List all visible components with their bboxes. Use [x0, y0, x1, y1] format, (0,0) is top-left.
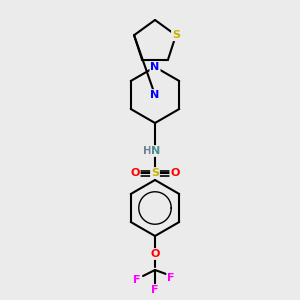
Text: S: S	[151, 168, 159, 178]
Text: N: N	[152, 146, 160, 156]
Text: N: N	[150, 62, 160, 72]
Text: O: O	[170, 168, 180, 178]
Text: H: H	[142, 146, 152, 156]
Text: F: F	[167, 273, 175, 283]
Text: N: N	[150, 90, 160, 100]
Text: F: F	[151, 285, 159, 295]
Text: F: F	[133, 275, 141, 285]
Text: S: S	[172, 30, 180, 40]
Text: O: O	[150, 249, 160, 259]
Text: O: O	[130, 168, 140, 178]
